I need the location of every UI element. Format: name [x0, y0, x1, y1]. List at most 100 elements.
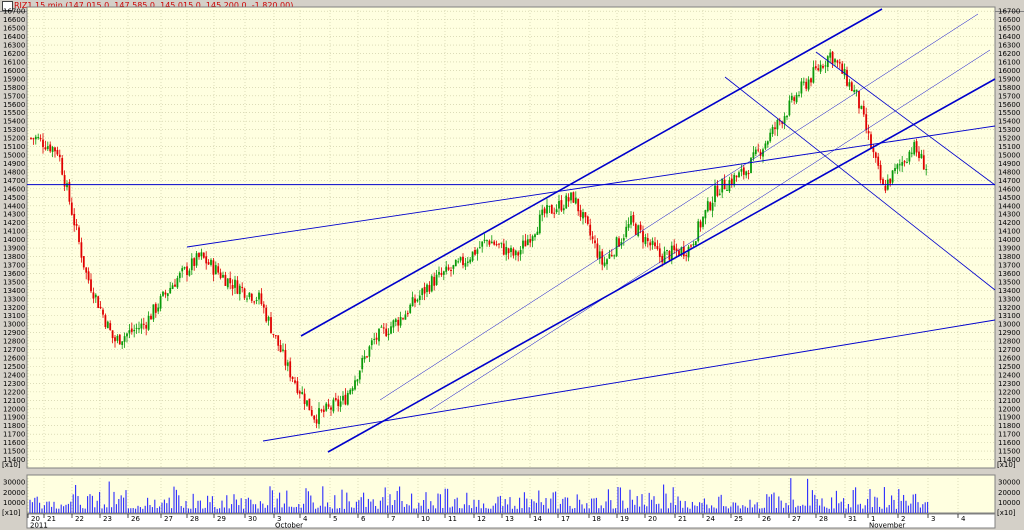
falling-channel-outer[interactable] [724, 76, 996, 291]
candle-body [152, 304, 155, 320]
candle-body [94, 294, 97, 298]
y-tick-label-left: 11600 [3, 439, 25, 447]
channel-mid-line-1[interactable] [379, 13, 979, 401]
candle-body [258, 292, 260, 300]
candle-body [764, 143, 767, 149]
y-tick-label-left: 12500 [3, 363, 25, 371]
candle-body [483, 239, 486, 241]
candle-body [135, 327, 138, 329]
x-day-label: 5 [333, 515, 337, 523]
candle-body [140, 323, 143, 329]
candle-body [910, 152, 913, 154]
candle-body [301, 392, 304, 394]
falling-channel-inner[interactable] [815, 51, 996, 186]
candle-body [498, 243, 500, 245]
candle-body [716, 185, 719, 196]
candle-body [464, 263, 467, 267]
candle-body [896, 164, 899, 169]
x-day-label: 30 [248, 515, 257, 523]
channel-mid-line-2[interactable] [429, 49, 991, 411]
y-tick-label-left: 16000 [3, 67, 25, 75]
candle-body [558, 200, 560, 209]
candle-body [860, 105, 863, 109]
candle-body [346, 393, 349, 405]
candle-body [378, 328, 380, 342]
y-tick-label-right: 13200 [998, 304, 1020, 312]
candle-body [354, 380, 356, 390]
candle-body [198, 253, 200, 258]
y-tick-label-right: 14800 [998, 168, 1020, 176]
candle-body [126, 333, 128, 337]
y-tick-label-right: 12000 [998, 405, 1020, 413]
candle-body [121, 341, 124, 346]
y-tick-label-left: 15400 [3, 118, 25, 126]
candle-body [402, 318, 404, 320]
candle-body [466, 261, 469, 263]
candle-body [903, 161, 906, 163]
y-tick-label-left: 16700 [3, 8, 25, 16]
candle-body [205, 256, 208, 264]
y-tick-label-left: 15800 [3, 84, 25, 92]
candle-body [392, 320, 395, 328]
candle-body [284, 349, 287, 366]
candle-body [243, 288, 246, 298]
candle-body [207, 262, 210, 265]
candle-body [246, 298, 248, 300]
candle-body [706, 201, 709, 212]
candle-body [541, 209, 544, 216]
candle-body [92, 292, 95, 299]
x-day-label: 21 [678, 515, 687, 523]
upper-fan-line[interactable] [186, 125, 996, 248]
y-tick-label-right: 15200 [998, 135, 1020, 143]
candle-body [253, 301, 256, 303]
candle-body [234, 279, 236, 288]
y-tick-label-right: 14500 [998, 194, 1020, 202]
candle-body [104, 315, 107, 327]
candle-body [925, 169, 928, 171]
candle-body [560, 200, 563, 211]
candle-body [529, 239, 532, 243]
candle-body [430, 276, 433, 292]
candle-body [656, 246, 659, 249]
candle-body [740, 169, 743, 172]
price-plot-area[interactable] [26, 6, 996, 469]
candle-body [318, 408, 320, 425]
channel-lower-line[interactable] [327, 78, 996, 453]
candle-body [697, 221, 700, 242]
channel-upper-line[interactable] [300, 8, 883, 337]
x-day-label: 26 [762, 515, 771, 523]
x-day-label: 2 [901, 515, 905, 523]
volume-plot-area[interactable] [26, 474, 996, 514]
candle-body [56, 150, 59, 155]
y-tick-label-right: 11900 [998, 414, 1020, 422]
x-day-label: 3 [277, 515, 281, 523]
y-scale-note-left: [x10] [2, 461, 21, 469]
x-day-label: 4 [303, 515, 308, 523]
y-tick-label-left: 11700 [3, 431, 25, 439]
candle-body [416, 299, 419, 302]
candle-body [730, 178, 733, 185]
candle-body [375, 337, 378, 340]
candle-body [181, 268, 184, 272]
candle-body [512, 248, 515, 256]
x-month-label: November [869, 522, 906, 530]
chart-window-icon[interactable] [2, 1, 13, 11]
candle-body [870, 134, 872, 149]
candle-body [577, 198, 580, 212]
candle-body [171, 285, 174, 289]
candle-body [274, 335, 277, 337]
y-tick-label-right: 14400 [998, 202, 1020, 210]
y-tick-label-right: 14600 [998, 185, 1020, 193]
y-tick-label-right: 13100 [998, 312, 1020, 320]
y-tick-label-left: 16200 [3, 50, 25, 58]
candle-body [879, 164, 882, 180]
candle-body [54, 147, 56, 152]
lower-fan-line[interactable] [262, 319, 996, 442]
candle-body [481, 241, 484, 247]
volume-tick-left: 30000 [3, 479, 25, 487]
candle-body [58, 154, 61, 158]
candle-body [404, 314, 407, 320]
candle-body [457, 261, 460, 263]
candle-body [358, 370, 361, 380]
